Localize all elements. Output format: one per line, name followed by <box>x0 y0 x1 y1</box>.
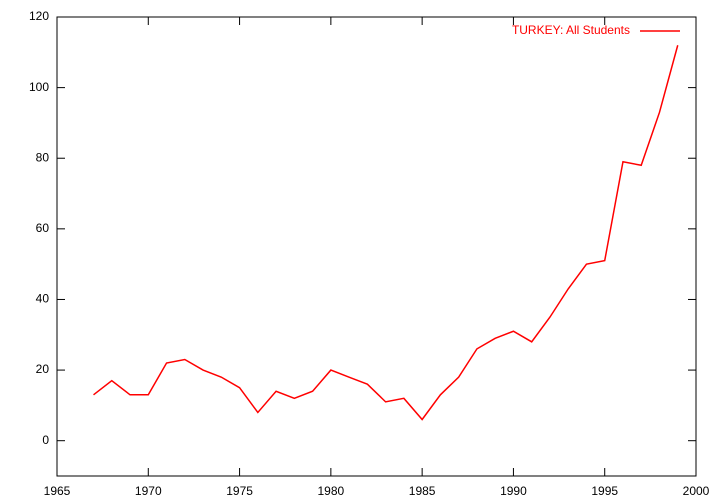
y-tick-label: 60 <box>36 221 50 235</box>
y-tick-label: 20 <box>36 362 50 376</box>
x-tick-label: 1995 <box>591 484 618 498</box>
x-tick-label: 1970 <box>135 484 162 498</box>
data-line <box>93 45 679 421</box>
y-tick-label: 120 <box>29 9 49 23</box>
x-tick-label: 1985 <box>409 484 436 498</box>
y-tick-label: 0 <box>42 433 49 447</box>
y-tick-label: 100 <box>29 80 49 94</box>
y-tick-label: 80 <box>36 150 50 164</box>
plot-border <box>56 16 697 477</box>
x-tick-label: 1975 <box>226 484 253 498</box>
y-tick-label: 40 <box>36 292 50 306</box>
x-tick-label: 1965 <box>44 484 71 498</box>
x-tick-label: 2000 <box>683 484 710 498</box>
x-tick-label: 1990 <box>500 484 527 498</box>
legend-label: TURKEY: All Students <box>512 23 630 37</box>
x-tick-label: 1980 <box>318 484 345 498</box>
